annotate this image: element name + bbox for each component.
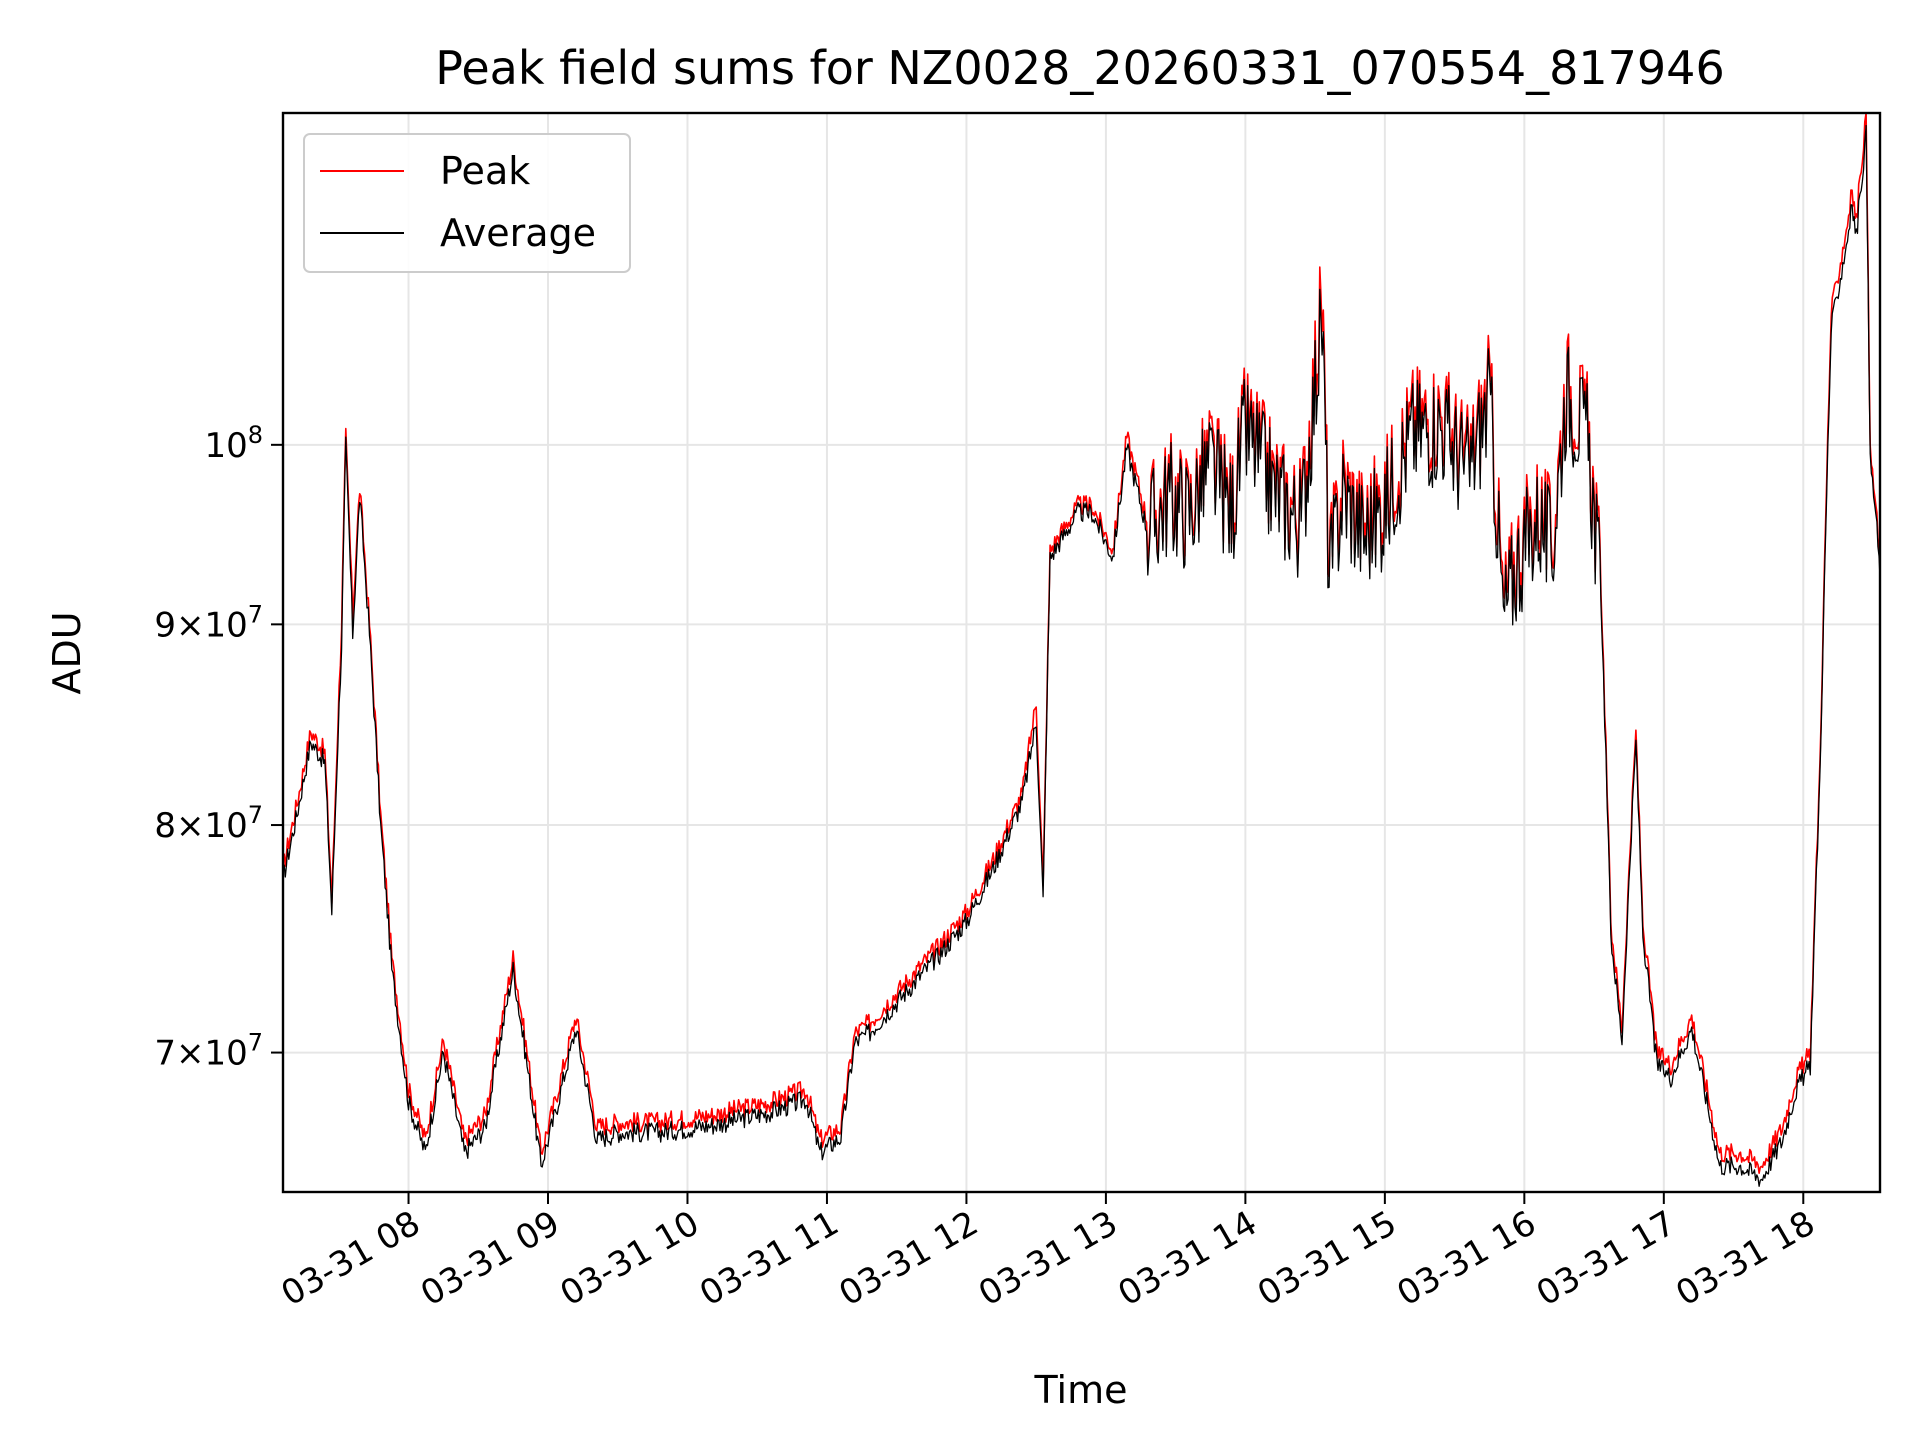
y-tick-times: ×10 [176, 1034, 248, 1074]
y-tick-exponent: 7 [248, 801, 263, 829]
y-tick-times: ×10 [176, 605, 248, 645]
y-axis-label: ADU [45, 611, 89, 694]
y-tick-times: ×10 [176, 806, 248, 846]
y-tick-mantissa: 8 [154, 806, 176, 846]
grid [283, 113, 1880, 1192]
legend-label-average: Average [440, 211, 596, 255]
series-line-peak [282, 112, 1881, 1174]
legend-frame [303, 133, 631, 273]
plot-frame [281, 111, 1882, 1194]
y-tick-mantissa: 9 [154, 605, 176, 645]
y-tick-exponent: 7 [248, 1029, 263, 1057]
y-tick-exponent: 7 [248, 600, 263, 628]
y-tick-label: 9×107 [154, 600, 263, 645]
y-tick-label: 8×107 [154, 801, 263, 846]
legend-label-peak: Peak [440, 149, 530, 193]
series-line-average [282, 124, 1881, 1187]
legend: Peak Average [303, 133, 631, 273]
series-layer [282, 112, 1881, 1187]
y-tick-label: 7×107 [154, 1029, 263, 1074]
chart-title: Peak field sums for NZ0028_20260331_0705… [435, 41, 1724, 95]
y-tick-exponent: 8 [248, 421, 263, 449]
y-tick-mantissa: 7 [154, 1034, 176, 1074]
x-axis-label: Time [1034, 1368, 1128, 1412]
y-tick-label: 108 [204, 421, 263, 466]
y-tick-base: 10 [204, 426, 247, 466]
